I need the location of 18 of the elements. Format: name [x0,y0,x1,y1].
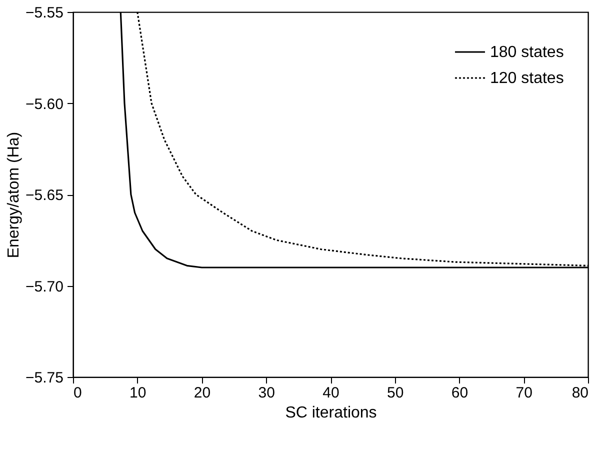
x-tick-label: 50 [387,384,404,402]
legend-label: 120 states [490,70,564,87]
y-axis-title: Energy/atom (Ha) [6,132,23,258]
x-tick-label: 70 [516,384,532,402]
x-axis-title: SC iterations [285,404,377,422]
x-tick-label: 40 [322,384,340,402]
x-tick-label: 20 [194,384,211,402]
y-tick-label: −5.55 [26,4,64,22]
x-tick-label: 30 [258,384,275,402]
y-tick-label: −5.75 [26,370,64,386]
y-tick-label: −5.65 [26,187,64,204]
x-tick-label: 80 [572,384,588,402]
x-tick-label: 0 [74,384,82,402]
y-tick-label: −5.70 [26,278,64,296]
x-tick-label: 60 [451,384,468,402]
x-tick-label: 10 [130,384,146,402]
y-tick-label: −5.60 [26,96,64,113]
legend-label: 180 states [490,44,564,61]
